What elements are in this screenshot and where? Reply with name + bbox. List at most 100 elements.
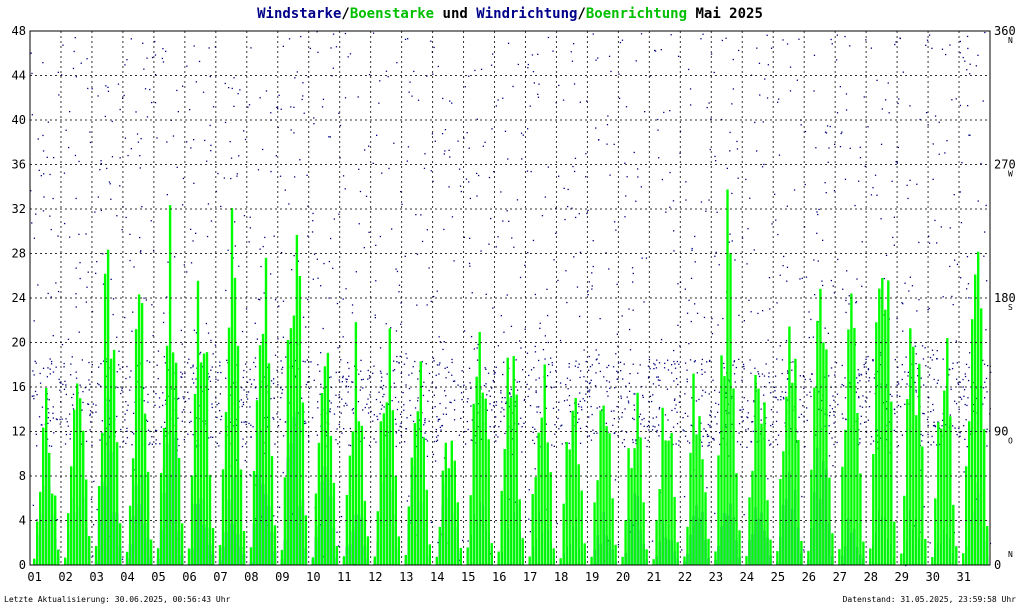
direction-point (75, 76, 77, 78)
direction-point (592, 33, 594, 35)
direction-point (342, 336, 344, 338)
direction-point (453, 399, 456, 401)
direction-point (293, 132, 295, 134)
direction-point (907, 197, 909, 200)
direction-point (72, 393, 75, 395)
direction-point (449, 100, 451, 102)
direction-point (420, 214, 422, 216)
direction-point (104, 115, 106, 118)
direction-point (629, 531, 631, 533)
direction-point (426, 455, 429, 457)
direction-point (694, 360, 696, 362)
gust-bar (509, 397, 512, 565)
gust-bar (42, 427, 45, 565)
direction-point (355, 271, 357, 273)
direction-point (301, 397, 303, 399)
direction-point (841, 413, 843, 415)
direction-point (925, 365, 927, 367)
gust-bar (540, 417, 543, 565)
direction-point (387, 403, 390, 405)
direction-point (453, 409, 456, 411)
direction-point (808, 336, 810, 339)
direction-point (52, 417, 54, 419)
direction-point (239, 89, 241, 91)
gust-bar (574, 398, 577, 565)
direction-point (909, 276, 911, 278)
direction-point (139, 167, 141, 169)
direction-point (402, 392, 404, 394)
direction-point (241, 330, 244, 333)
direction-point (201, 366, 204, 368)
direction-point (199, 351, 202, 354)
direction-point (430, 521, 433, 523)
gust-bar (76, 383, 79, 565)
gust-series (33, 189, 989, 565)
direction-point (657, 118, 659, 121)
direction-point (872, 187, 874, 189)
direction-point (322, 327, 324, 330)
direction-point (257, 298, 260, 300)
direction-point (894, 412, 896, 415)
direction-point (357, 401, 360, 403)
direction-point (164, 399, 167, 401)
direction-point (789, 66, 792, 68)
direction-point (42, 150, 45, 152)
direction-point (212, 106, 215, 108)
direction-point (404, 38, 407, 40)
direction-point (551, 444, 553, 446)
direction-point (776, 358, 778, 360)
direction-point (969, 134, 971, 136)
gust-bar (937, 422, 940, 565)
direction-point (49, 215, 51, 217)
direction-point (291, 269, 293, 271)
direction-point (489, 395, 491, 397)
gust-bar (838, 549, 841, 565)
gust-bar (825, 349, 828, 565)
direction-point (335, 439, 337, 441)
direction-point (489, 426, 491, 428)
gust-bar (475, 376, 478, 565)
direction-point (867, 368, 870, 370)
direction-point (833, 422, 835, 424)
gust-bar (267, 363, 271, 565)
direction-point (731, 240, 733, 242)
direction-point (319, 393, 321, 395)
direction-point (78, 160, 80, 163)
gust-bar (125, 551, 129, 565)
direction-point (162, 48, 164, 50)
direction-point (506, 294, 508, 296)
direction-point (651, 429, 654, 431)
direction-point (234, 221, 236, 223)
direction-point (277, 384, 279, 386)
direction-point (902, 303, 904, 305)
gust-bar (472, 403, 475, 565)
direction-point (581, 409, 583, 411)
direction-point (338, 371, 340, 373)
direction-point (147, 393, 149, 396)
footer-last-update: Letzte Aktualisierung: 30.06.2025, 00:56… (4, 595, 231, 604)
direction-point (815, 434, 817, 436)
gust-bar (255, 400, 259, 565)
direction-point (157, 378, 159, 380)
direction-point (216, 404, 218, 406)
gust-bar (977, 251, 980, 565)
direction-point (803, 387, 805, 390)
direction-point (743, 320, 745, 322)
direction-point (958, 408, 960, 410)
direction-point (532, 71, 535, 73)
direction-point (520, 132, 523, 134)
direction-point (177, 398, 179, 400)
gust-bar (915, 415, 918, 565)
direction-point (380, 380, 382, 382)
gust-bar (652, 559, 655, 565)
direction-point (116, 336, 118, 338)
direction-point (745, 178, 747, 181)
direction-point (172, 135, 175, 137)
direction-point (683, 430, 685, 432)
direction-point (700, 422, 702, 424)
direction-point (192, 366, 194, 368)
direction-point (828, 415, 831, 417)
direction-point (71, 356, 73, 358)
direction-point (463, 236, 465, 238)
